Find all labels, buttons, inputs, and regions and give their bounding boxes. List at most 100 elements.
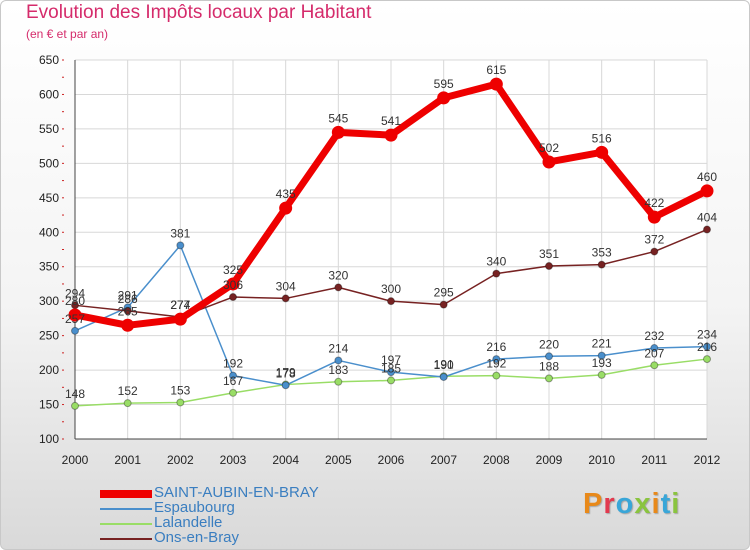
legend-label: Ons-en-Bray [154,529,240,546]
data-label: 291 [118,288,138,302]
data-label: 277 [170,298,190,312]
data-point [334,283,343,292]
data-point [492,355,501,364]
data-label: 460 [697,170,717,184]
y-tick-label: 550 [39,122,59,136]
data-label: 192 [486,357,506,371]
data-label: 541 [381,114,401,128]
data-label: 295 [434,286,454,300]
data-point [387,297,395,306]
data-point [226,277,240,291]
legend-label: Espaubourg [154,499,235,516]
y-tick-label: 250 [39,329,59,343]
data-point [595,145,609,159]
data-point [334,356,343,365]
x-tick-label: 2001 [114,453,141,467]
data-point [281,381,290,390]
data-label: 221 [592,337,612,351]
data-point [439,300,448,309]
y-tick-label: 300 [39,294,59,308]
data-label: 192 [223,357,243,371]
legend-label: Lalandelle [154,514,223,531]
x-tick-label: 2000 [62,453,89,467]
data-label: 178 [276,366,296,380]
data-label: 516 [592,131,612,145]
proxiti-logo: Proxiti [583,488,681,520]
data-label: 304 [276,279,296,293]
data-label: 216 [486,340,506,354]
y-tick-label: 500 [39,156,59,170]
data-point [597,260,606,269]
legend-swatch [100,523,152,525]
data-point [597,351,606,360]
data-label: 190 [434,358,454,372]
series-espaubourg [71,241,711,390]
data-point [176,241,185,250]
y-tick-label: 150 [39,398,59,412]
data-label: 148 [65,387,85,401]
data-label: 214 [328,341,348,355]
data-label: 280 [65,294,85,308]
data-label: 153 [170,383,190,397]
x-tick-label: 2003 [220,453,247,467]
data-label: 274 [170,298,190,312]
x-tick-label: 2002 [167,453,194,467]
y-tick-label: 350 [39,260,59,274]
data-point [387,376,395,385]
data-label: 353 [592,246,612,260]
data-point [545,352,553,361]
data-point [279,201,293,215]
x-tick-label: 2004 [272,453,299,467]
x-tick-label: 2006 [378,453,405,467]
data-label: 300 [381,282,401,296]
data-label: 340 [486,255,506,269]
data-label: 615 [486,63,506,77]
data-label: 207 [644,346,664,360]
data-label: 286 [118,292,138,306]
data-point [545,262,553,271]
y-tick-label: 600 [39,87,59,101]
data-point [384,128,398,142]
data-point [71,401,79,410]
legend-label: SAINT-AUBIN-EN-BRAY [154,484,319,501]
x-tick-label: 2009 [536,453,563,467]
data-point [68,308,82,322]
data-point [703,225,711,234]
data-point [281,294,290,303]
data-label: 320 [328,268,348,282]
data-point [597,370,606,379]
data-point [176,398,185,407]
x-tick-label: 2008 [483,453,510,467]
y-tick-label: 100 [39,432,59,446]
data-point [439,372,448,381]
data-point [703,355,711,364]
data-label: 185 [381,361,401,375]
data-point [71,326,79,335]
data-point [123,399,132,408]
data-label: 381 [170,226,190,240]
legend-swatch [100,508,152,510]
data-label: 193 [592,356,612,370]
data-label: 191 [434,357,454,371]
data-point [173,312,187,326]
data-label: 167 [223,374,243,388]
data-label: 404 [697,211,717,225]
data-label: 232 [644,329,664,343]
x-tick-label: 2007 [430,453,457,467]
data-label: 179 [276,366,296,380]
data-point [650,344,659,353]
data-label: 183 [328,363,348,377]
data-point [492,269,501,278]
data-point [229,388,237,397]
series-saint-aubin-en-bray [68,77,714,332]
data-label: 435 [276,187,296,201]
data-label: 234 [697,328,717,342]
data-point [650,361,659,370]
y-tick-label: 400 [39,225,59,239]
data-label: 294 [65,286,85,300]
x-tick-label: 2012 [694,453,721,467]
data-point [647,210,661,224]
data-label: 265 [118,304,138,318]
data-point [489,77,503,91]
